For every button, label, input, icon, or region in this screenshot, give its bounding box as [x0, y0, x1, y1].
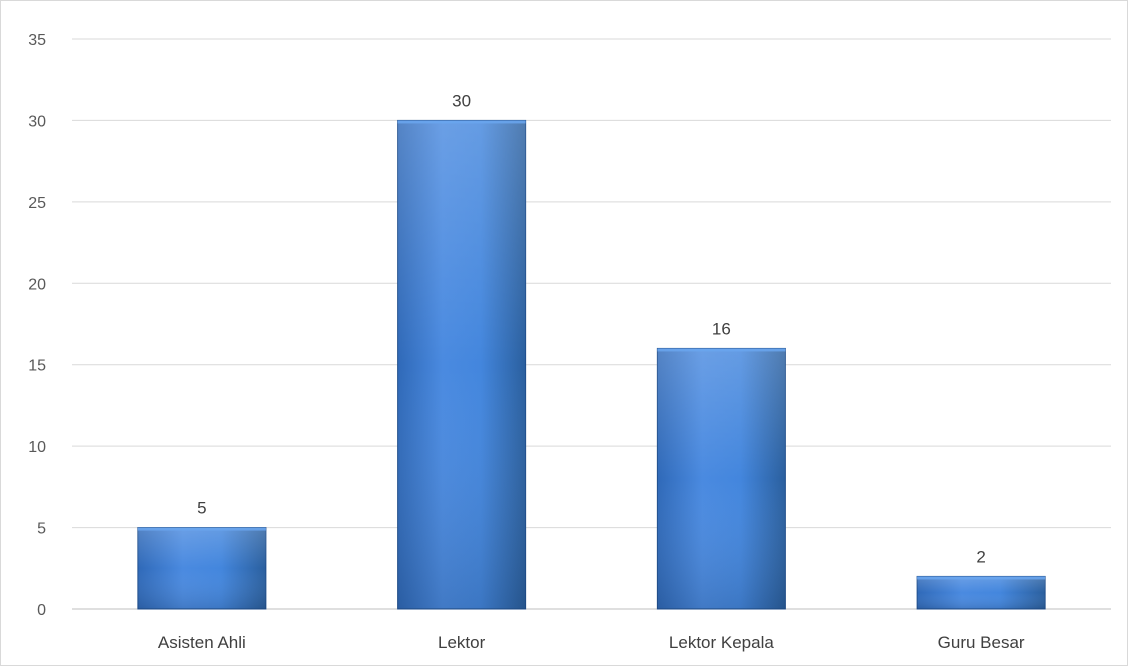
y-tick-label: 5 — [37, 521, 46, 538]
y-tick-label: 15 — [28, 358, 46, 375]
data-labels: 5 30 16 2 — [197, 91, 986, 566]
data-label: 5 — [197, 499, 206, 518]
gridlines — [72, 38, 1111, 610]
data-label: 30 — [452, 91, 471, 110]
y-tick-label: 25 — [28, 195, 46, 212]
bar — [137, 527, 267, 610]
bar — [397, 119, 527, 610]
data-label: 2 — [976, 547, 985, 566]
bar — [656, 347, 786, 610]
y-tick-label: 30 — [28, 113, 46, 130]
data-label: 16 — [712, 319, 731, 338]
bar — [916, 575, 1046, 610]
x-tick-label: Lektor — [438, 633, 486, 652]
x-tick-label: Lektor Kepala — [669, 633, 774, 652]
y-tick-label: 35 — [28, 32, 46, 49]
y-tick-label: 10 — [28, 439, 46, 456]
y-tick-label: 20 — [28, 276, 46, 293]
y-axis-ticks: 0 5 10 15 20 25 30 35 — [28, 32, 46, 619]
y-tick-label: 0 — [37, 602, 46, 619]
x-tick-label: Asisten Ahli — [158, 633, 246, 652]
x-axis-ticks: Asisten Ahli Lektor Lektor Kepala Guru Besa… — [158, 633, 1025, 652]
x-tick-label: Guru Besar — [938, 633, 1025, 652]
bars — [137, 119, 1046, 610]
